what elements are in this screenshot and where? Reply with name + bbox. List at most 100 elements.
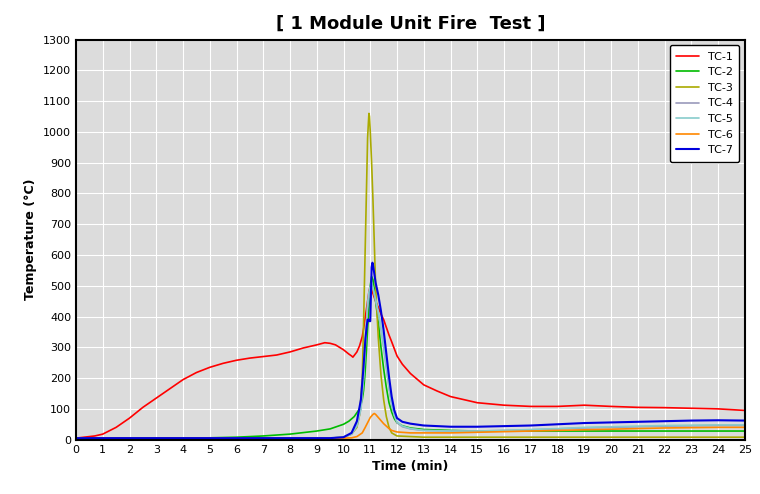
Line: TC-6: TC-6 xyxy=(76,413,745,438)
TC-7 xyxy=(232,435,241,441)
TC-4 xyxy=(286,435,295,441)
TC-4 xyxy=(473,428,482,434)
TC-2 xyxy=(358,397,367,403)
TC-2 xyxy=(473,428,482,434)
TC-4 xyxy=(526,427,535,433)
TC-3 xyxy=(355,412,364,418)
TC-3 xyxy=(325,435,334,441)
TC-4 xyxy=(98,435,107,441)
TC-3 xyxy=(363,135,372,141)
TC-5 xyxy=(385,384,394,390)
TC-6 xyxy=(446,430,455,436)
TC-6 xyxy=(580,427,589,433)
TC-7 xyxy=(363,323,372,329)
TC-6 xyxy=(374,414,383,420)
TC-7 xyxy=(371,280,380,286)
TC-2 xyxy=(390,416,399,422)
TC-6 xyxy=(714,424,723,430)
TC-1 xyxy=(366,283,375,288)
TC-7 xyxy=(392,415,401,421)
TC-3 xyxy=(365,114,374,120)
TC-7 xyxy=(179,435,188,441)
TC-7 xyxy=(397,419,407,425)
TC-5 xyxy=(379,343,388,349)
TC-6 xyxy=(205,435,214,441)
TC-5 xyxy=(98,435,107,441)
TC-3 xyxy=(379,397,388,403)
TC-3 xyxy=(420,434,429,440)
TC-4 xyxy=(152,435,161,441)
TC-3 xyxy=(740,434,749,440)
Line: TC-1: TC-1 xyxy=(76,286,745,438)
TC-3 xyxy=(152,435,161,441)
TC-4 xyxy=(353,423,362,429)
TC-2 xyxy=(606,428,616,434)
TC-2 xyxy=(344,418,353,424)
TC-3 xyxy=(286,435,295,441)
TC-6 xyxy=(363,420,372,426)
TC-2 xyxy=(446,427,455,433)
TC-5 xyxy=(339,434,348,440)
TC-4 xyxy=(392,420,401,426)
TC-3 xyxy=(98,435,107,441)
TC-4 xyxy=(347,431,356,437)
TC-2 xyxy=(367,274,376,280)
TC-2 xyxy=(364,304,373,310)
TC-6 xyxy=(358,430,367,436)
TC-7 xyxy=(353,418,362,424)
TC-5 xyxy=(353,423,362,429)
TC-3 xyxy=(374,335,383,341)
TC-2 xyxy=(660,428,669,434)
TC-3 xyxy=(369,197,378,203)
TC-3 xyxy=(366,129,375,135)
TC-7 xyxy=(365,318,374,324)
TC-5 xyxy=(526,426,535,432)
TC-7 xyxy=(606,419,616,425)
TC-2 xyxy=(387,409,396,415)
Line: TC-3: TC-3 xyxy=(76,114,745,438)
TC-5 xyxy=(374,309,383,315)
TC-5 xyxy=(390,412,399,418)
TC-4 xyxy=(390,412,399,418)
TC-5 xyxy=(580,424,589,430)
TC-1 xyxy=(687,405,696,411)
TC-6 xyxy=(473,429,482,435)
TC-4 xyxy=(387,401,396,407)
TC-7 xyxy=(379,328,388,333)
TC-4 xyxy=(179,435,188,441)
TC-5 xyxy=(392,419,401,425)
TC-7 xyxy=(406,421,415,427)
TC-6 xyxy=(353,434,362,440)
TC-3 xyxy=(382,413,391,419)
TC-1 xyxy=(348,354,357,360)
TC-3 xyxy=(71,435,81,441)
TC-2 xyxy=(526,428,535,434)
TC-6 xyxy=(286,435,295,441)
TC-4 xyxy=(125,435,134,441)
TC-3 xyxy=(369,240,378,246)
TC-5 xyxy=(553,426,562,432)
TC-5 xyxy=(406,426,415,432)
TC-3 xyxy=(339,434,348,440)
TC-7 xyxy=(633,419,642,425)
TC-6 xyxy=(152,435,161,441)
TC-4 xyxy=(356,406,366,412)
TC-6 xyxy=(633,426,642,432)
TC-3 xyxy=(362,197,371,203)
TC-6 xyxy=(740,424,749,430)
TC-4 xyxy=(366,289,375,295)
TC-1 xyxy=(258,354,268,360)
TC-2 xyxy=(420,426,429,432)
Legend: TC-1, TC-2, TC-3, TC-4, TC-5, TC-6, TC-7: TC-1, TC-2, TC-3, TC-4, TC-5, TC-6, TC-7 xyxy=(670,45,739,162)
TC-7 xyxy=(363,317,372,323)
TC-4 xyxy=(71,435,81,441)
TC-5 xyxy=(363,314,372,320)
TC-4 xyxy=(205,435,214,441)
TC-6 xyxy=(382,423,391,429)
TC-1 xyxy=(71,435,81,441)
TC-2 xyxy=(392,420,401,426)
Y-axis label: Temperature (°C): Temperature (°C) xyxy=(24,179,37,300)
TC-4 xyxy=(325,435,334,441)
TC-4 xyxy=(258,435,268,441)
TC-2 xyxy=(355,406,364,412)
